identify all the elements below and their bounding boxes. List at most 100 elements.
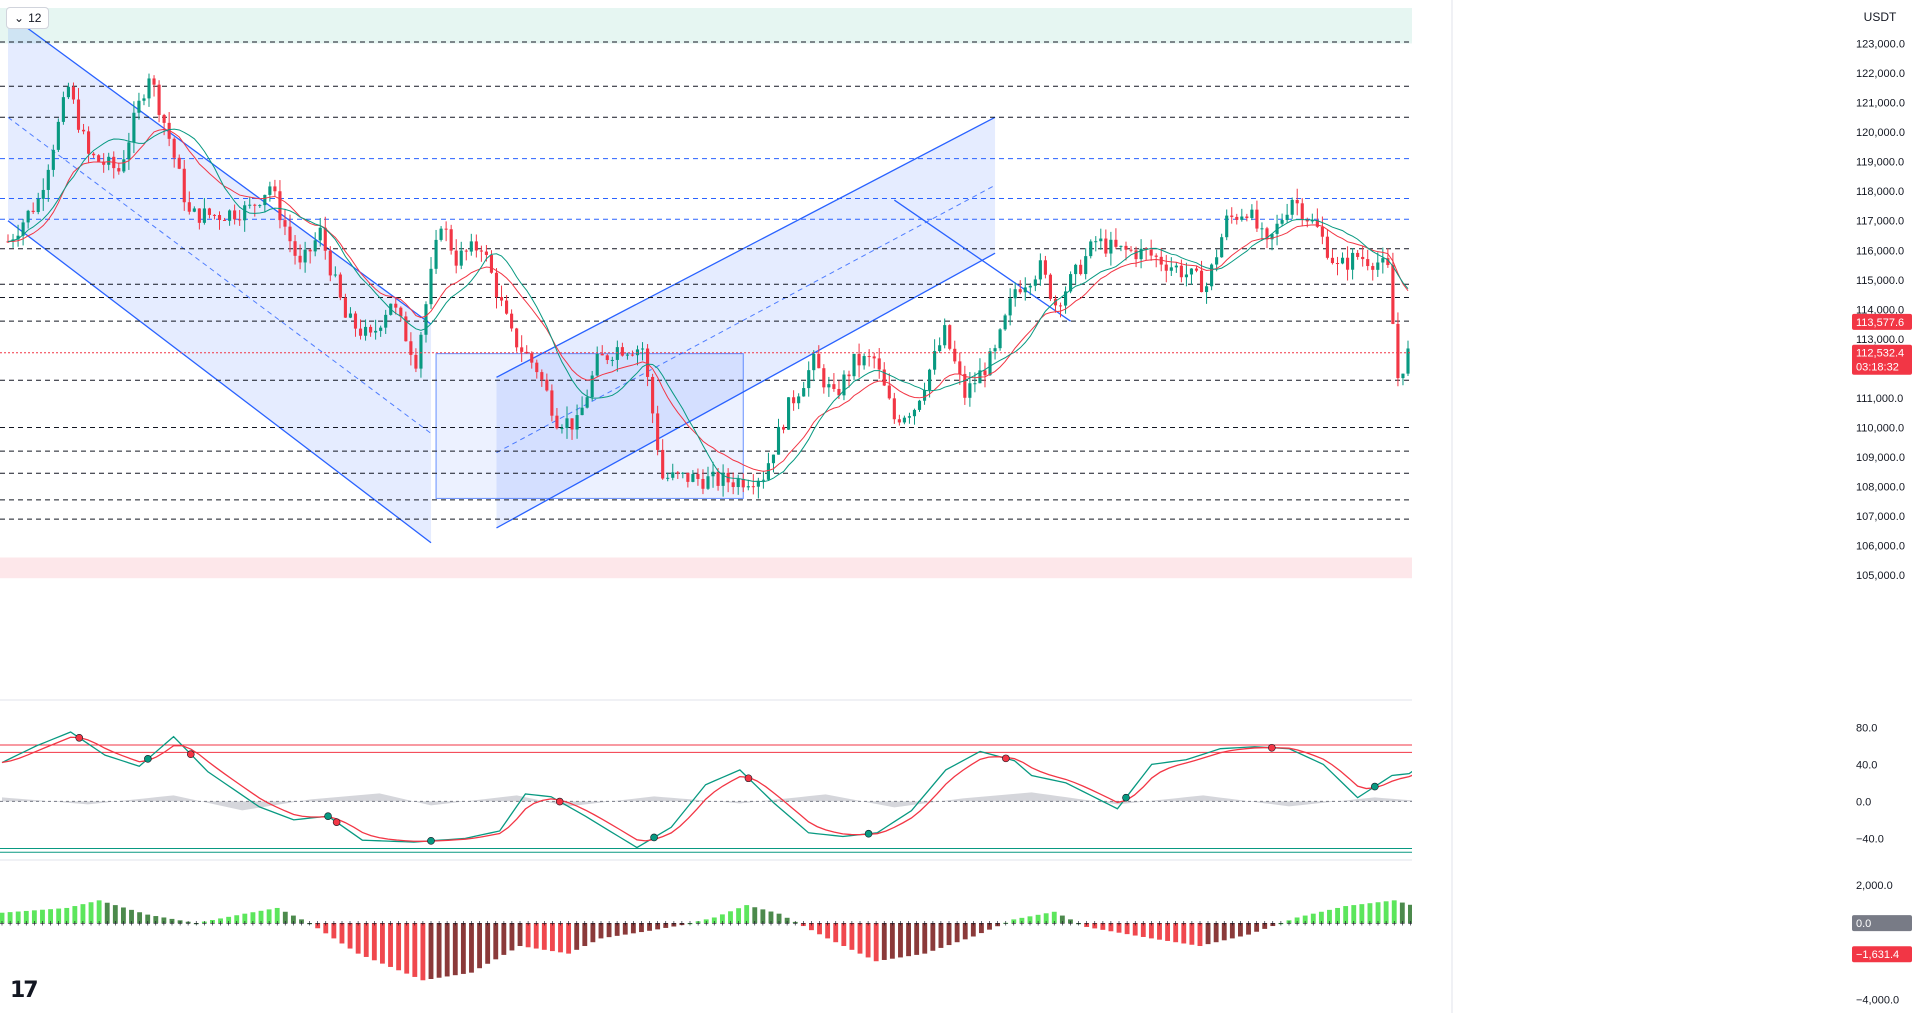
momentum-bar[interactable] <box>501 923 507 955</box>
momentum-bar[interactable] <box>978 923 984 934</box>
candle[interactable] <box>439 226 443 242</box>
candle[interactable] <box>862 353 866 370</box>
momentum-bar[interactable] <box>1262 923 1268 929</box>
candle[interactable] <box>1099 228 1103 250</box>
candle[interactable] <box>1310 213 1314 224</box>
momentum-bar[interactable] <box>1399 902 1405 924</box>
candle[interactable] <box>535 359 539 379</box>
momentum-bar[interactable] <box>1221 923 1227 941</box>
candle[interactable] <box>243 201 247 232</box>
momentum-bar[interactable] <box>1213 923 1219 943</box>
momentum-bar[interactable] <box>485 923 491 964</box>
candle[interactable] <box>293 235 297 265</box>
candle[interactable] <box>1104 229 1108 257</box>
candle[interactable] <box>802 381 806 397</box>
momentum-bar[interactable] <box>274 907 280 924</box>
candle[interactable] <box>847 370 851 388</box>
candle[interactable] <box>358 319 363 340</box>
momentum-bar[interactable] <box>404 923 410 974</box>
candle[interactable] <box>771 454 776 473</box>
candle[interactable] <box>781 424 786 434</box>
channel-upper-line[interactable] <box>496 116 996 378</box>
candle[interactable] <box>666 472 670 482</box>
trendline[interactable] <box>893 199 1071 322</box>
momentum-bar[interactable] <box>582 923 588 947</box>
price-axis[interactable]: 105,000.0 106,000.0 107,000.0 108,000.0 109,… <box>1412 0 1916 1013</box>
candle[interactable] <box>499 285 504 307</box>
candle[interactable] <box>1154 253 1158 268</box>
momentum-bar[interactable] <box>1100 923 1106 930</box>
candle[interactable] <box>61 91 65 125</box>
candle[interactable] <box>333 266 337 278</box>
candle[interactable] <box>414 348 418 373</box>
momentum-bar[interactable] <box>1238 923 1243 937</box>
momentum-bar[interactable] <box>145 914 151 924</box>
momentum-bar[interactable] <box>671 923 677 927</box>
momentum-bar[interactable] <box>914 923 920 955</box>
momentum-bar[interactable] <box>1019 917 1025 924</box>
candle[interactable] <box>81 123 86 135</box>
candle[interactable] <box>1053 295 1058 313</box>
momentum-bar[interactable] <box>1043 913 1049 924</box>
momentum-bar[interactable] <box>193 923 199 925</box>
momentum-bar[interactable] <box>533 923 539 949</box>
candle[interactable] <box>610 356 614 367</box>
candle[interactable] <box>1340 252 1345 265</box>
momentum-bar[interactable] <box>752 907 758 924</box>
candle[interactable] <box>998 328 1002 351</box>
momentum-bar[interactable] <box>647 923 652 931</box>
candle[interactable] <box>545 373 549 392</box>
candle[interactable] <box>303 241 307 273</box>
candle[interactable] <box>1270 233 1274 251</box>
momentum-bar[interactable] <box>703 919 709 924</box>
candle[interactable] <box>716 468 720 491</box>
candle[interactable] <box>379 325 383 337</box>
candle[interactable] <box>701 469 705 495</box>
momentum-bar[interactable] <box>849 923 855 950</box>
momentum-bar[interactable] <box>606 923 612 938</box>
candle[interactable] <box>1366 249 1370 271</box>
candle[interactable] <box>1215 249 1219 272</box>
candle[interactable] <box>661 439 665 480</box>
candle[interactable] <box>127 132 131 170</box>
candle[interactable] <box>1300 198 1304 227</box>
candle[interactable] <box>1361 246 1365 267</box>
candle[interactable] <box>615 340 619 372</box>
candle[interactable] <box>1074 263 1078 285</box>
candle[interactable] <box>41 178 45 211</box>
candle[interactable] <box>172 137 176 168</box>
momentum-bar[interactable] <box>622 923 628 935</box>
candle[interactable] <box>928 368 932 398</box>
candle[interactable] <box>1285 203 1289 223</box>
candle[interactable] <box>343 293 347 318</box>
momentum-bar[interactable] <box>970 923 976 937</box>
candle[interactable] <box>1043 255 1047 279</box>
momentum-bar[interactable] <box>234 915 240 924</box>
momentum-bar[interactable] <box>258 910 264 924</box>
candle[interactable] <box>1290 197 1294 219</box>
candle[interactable] <box>298 244 302 270</box>
candle[interactable] <box>1119 245 1123 252</box>
candle[interactable] <box>142 94 146 106</box>
candle[interactable] <box>691 470 695 483</box>
momentum-bar[interactable] <box>420 923 426 981</box>
candle[interactable] <box>731 472 735 495</box>
momentum-bar[interactable] <box>290 915 296 924</box>
momentum-bar[interactable] <box>549 923 555 952</box>
candle[interactable] <box>505 295 509 315</box>
candle[interactable] <box>711 461 715 488</box>
candle[interactable] <box>36 192 40 215</box>
candle[interactable] <box>938 337 942 353</box>
momentum-bar[interactable] <box>315 923 321 929</box>
candle[interactable] <box>268 181 272 202</box>
candle[interactable] <box>449 224 453 255</box>
candle[interactable] <box>384 309 388 334</box>
momentum-bar[interactable] <box>1246 923 1251 935</box>
candle[interactable] <box>595 346 599 378</box>
momentum-bar[interactable] <box>388 923 393 967</box>
momentum-bar[interactable] <box>444 923 450 977</box>
candle[interactable] <box>983 362 987 388</box>
momentum-last-tag[interactable]: −1,631.4 <box>1852 946 1912 963</box>
momentum-bar[interactable] <box>1351 905 1357 924</box>
candle[interactable] <box>792 390 796 411</box>
